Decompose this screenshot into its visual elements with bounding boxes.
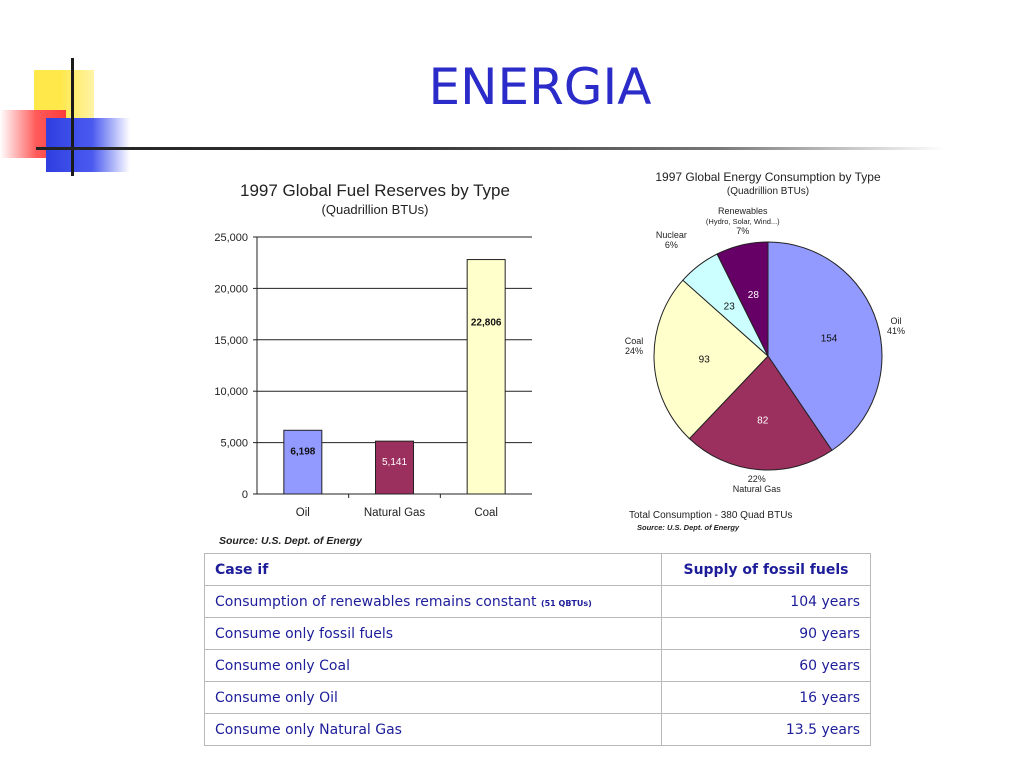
- y-tick-label: 20,000: [214, 283, 248, 295]
- pie-chart-source: Source: U.S. Dept. of Energy: [637, 523, 740, 532]
- fuel-reserves-bar-chart: 1997 Global Fuel Reserves by Type (Quadr…: [214, 181, 532, 547]
- slice-value-label: 93: [699, 355, 711, 366]
- slide-title: ENERGIA: [428, 58, 652, 116]
- slice-value-label: 28: [748, 290, 760, 301]
- x-tick-label: Oil: [296, 507, 310, 519]
- pie-chart-total: Total Consumption - 380 Quad BTUs: [629, 510, 792, 521]
- slice-percent-label: 6%: [665, 240, 678, 250]
- pie-chart-subtitle: (Quadrillion BTUs): [727, 186, 809, 197]
- header-case: Case if: [204, 553, 662, 586]
- bar-value-label: 6,198: [290, 446, 315, 457]
- slice-percent-label: 24%: [625, 346, 643, 356]
- bar-value-label: 5,141: [382, 457, 407, 468]
- slice-coal: [653, 279, 769, 440]
- slice-oil: [767, 241, 883, 452]
- x-tick-label: Natural Gas: [364, 507, 426, 519]
- table-row: Consume only Natural Gas 13.5 years: [204, 713, 871, 746]
- table-row: Consumption of renewables remains consta…: [204, 585, 871, 618]
- decor-vertical-line: [71, 58, 74, 176]
- supply-cell: 16 years: [661, 681, 871, 714]
- bar-oil: [283, 429, 323, 495]
- slice-percent-label: 22%: [748, 474, 766, 484]
- slice-value-label: 23: [724, 301, 736, 312]
- supply-cell: 13.5 years: [661, 713, 871, 746]
- case-cell: Consume only Coal: [204, 649, 662, 682]
- slice-sublabel: (Hydro, Solar, Wind...): [706, 217, 780, 226]
- y-tick-label: 5,000: [220, 438, 248, 450]
- table-header-row: Case if Supply of fossil fuels: [204, 553, 871, 586]
- energy-consumption-pie-chart: 1997 Global Energy Consumption by Type (…: [625, 170, 905, 532]
- table-row: Consume only Coal 60 years: [204, 649, 871, 682]
- title-underline: [36, 147, 944, 150]
- pie-chart-title: 1997 Global Energy Consumption by Type: [655, 170, 881, 184]
- header-supply: Supply of fossil fuels: [661, 553, 871, 586]
- slice-percent-label: 7%: [736, 226, 749, 236]
- slice-name-label: Coal: [625, 336, 644, 346]
- bar-chart-source: Source: U.S. Dept. of Energy: [219, 535, 363, 547]
- bar-value-label: 22,806: [471, 318, 502, 329]
- case-note: (51 QBTUs): [540, 598, 592, 608]
- y-tick-label: 10,000: [214, 386, 248, 398]
- fossil-fuel-supply-table: Case if Supply of fossil fuels Consumpti…: [204, 553, 871, 746]
- y-tick-label: 15,000: [214, 335, 248, 347]
- supply-cell: 104 years: [661, 585, 871, 618]
- decor-blue-square: [46, 118, 130, 172]
- bar-coal: [466, 259, 506, 495]
- x-tick-label: Coal: [474, 507, 498, 519]
- slice-percent-label: 41%: [887, 326, 905, 336]
- bar-natural-gas: [375, 440, 414, 495]
- supply-cell: 90 years: [661, 617, 871, 650]
- case-cell: Consumption of renewables remains consta…: [204, 585, 662, 618]
- slice-name-label: Renewables: [718, 206, 768, 216]
- bar-chart-subtitle: (Quadrillion BTUs): [322, 202, 429, 217]
- bar-chart-title: 1997 Global Fuel Reserves by Type: [240, 181, 510, 200]
- slice-natural-gas: [688, 355, 833, 471]
- case-cell: Consume only fossil fuels: [204, 617, 662, 650]
- slice-renewables: [716, 241, 769, 357]
- case-cell: Consume only Oil: [204, 681, 662, 714]
- slice-value-label: 82: [757, 416, 769, 427]
- slice-name-label: Oil: [891, 316, 902, 326]
- y-tick-label: 25,000: [214, 232, 248, 244]
- case-text: Consumption of renewables remains consta…: [215, 593, 537, 610]
- slice-value-label: 154: [821, 333, 838, 344]
- table-row: Consume only fossil fuels 90 years: [204, 617, 871, 650]
- supply-cell: 60 years: [661, 649, 871, 682]
- case-cell: Consume only Natural Gas: [204, 713, 662, 746]
- table-row: Consume only Oil 16 years: [204, 681, 871, 714]
- slice-name-label: Nuclear: [656, 230, 687, 240]
- y-tick-label: 0: [242, 489, 248, 501]
- slice-name-label: Natural Gas: [733, 484, 782, 494]
